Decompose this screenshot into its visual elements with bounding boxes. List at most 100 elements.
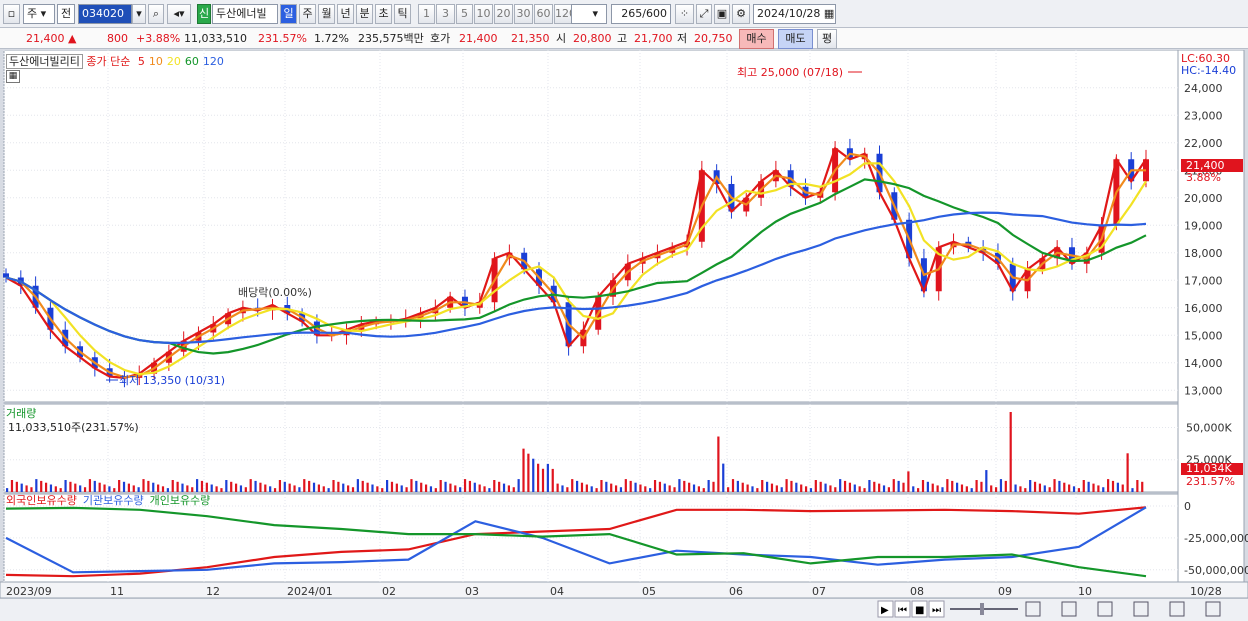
volume-bar: [137, 487, 140, 492]
period-button[interactable]: 월: [318, 4, 335, 24]
volume-bar: [264, 484, 267, 492]
code-input[interactable]: 034020: [78, 4, 132, 24]
volume-bar: [434, 488, 437, 492]
time-tick-label: 12: [206, 585, 220, 598]
interval-button[interactable]: 20: [494, 4, 513, 24]
zoom-in-icon[interactable]: [1169, 601, 1185, 617]
sell-button[interactable]: 매도: [778, 29, 813, 49]
last-icon[interactable]: [928, 600, 945, 618]
volume-bar: [819, 481, 822, 492]
count-input[interactable]: 265/600: [611, 4, 671, 24]
volume-bar: [40, 480, 43, 492]
volume-bar: [225, 480, 228, 492]
code-dropdown-icon[interactable]: ▾: [132, 4, 146, 24]
ma-line: [5, 211, 1147, 345]
interval-button[interactable]: 10: [474, 4, 493, 24]
volume-bar: [814, 480, 817, 492]
expand-icon[interactable]: ⤢: [696, 4, 712, 24]
buy-button[interactable]: 매수: [739, 29, 774, 49]
period-button[interactable]: 년: [337, 4, 354, 24]
volume-bar: [371, 484, 374, 492]
eval-button[interactable]: 평: [817, 29, 837, 49]
volume-bar: [361, 480, 364, 492]
zoom-out-icon[interactable]: [1133, 601, 1149, 617]
volume-bar: [985, 470, 988, 492]
stock-name-legend[interactable]: 두산에너빌리티: [6, 54, 83, 69]
price-tick-label: 24,000: [1184, 82, 1223, 95]
copy-icon[interactable]: [1025, 601, 1041, 617]
volume-bar: [1024, 488, 1027, 492]
price-pane[interactable]: [3, 50, 1179, 403]
holdings-line: [5, 506, 1147, 578]
moving-average-lines: [5, 146, 1147, 380]
volume-bar: [917, 488, 920, 492]
ma-legend-item: 60: [184, 55, 199, 68]
period-button[interactable]: 주: [299, 4, 316, 24]
save-icon[interactable]: ▣: [714, 4, 730, 24]
interval-button[interactable]: 3: [436, 4, 455, 24]
speaker-icon[interactable]: ◂▾: [167, 4, 191, 24]
interval-button[interactable]: 5: [456, 4, 473, 24]
prev-select[interactable]: 전: [57, 4, 75, 24]
volume-bar: [673, 487, 676, 492]
stop-icon[interactable]: [911, 600, 928, 618]
volume-bar: [381, 488, 384, 492]
volume-bar: [347, 485, 350, 492]
calendar-icon[interactable]: ▦: [823, 7, 835, 20]
interval-button[interactable]: 30: [514, 4, 533, 24]
volume-bar: [390, 481, 394, 492]
stop-icon-glyph: ■: [915, 605, 924, 616]
drawing-icon[interactable]: [1097, 601, 1113, 617]
layout-icon[interactable]: [1061, 601, 1077, 617]
holdings-tick-label: 0: [1184, 500, 1191, 513]
dot-chart-icon[interactable]: ⁘: [675, 4, 694, 24]
volume-bar: [892, 479, 895, 492]
period-button[interactable]: 일: [280, 4, 297, 24]
period-button[interactable]: 틱: [394, 4, 411, 24]
volume-bar: [337, 481, 340, 492]
play-icon[interactable]: [877, 600, 894, 618]
volume-bar: [624, 479, 627, 492]
volume-bar: [1043, 485, 1046, 492]
zoom-slider-handle[interactable]: [980, 603, 984, 615]
volume-bar: [20, 483, 23, 492]
period-button[interactable]: 초: [375, 4, 392, 24]
window-icon[interactable]: ▫: [3, 4, 20, 24]
volume-bars: [6, 412, 1144, 492]
volume-bar: [30, 487, 33, 492]
time-tick-label: 10: [1078, 585, 1092, 598]
volume-bar: [293, 485, 296, 492]
volume-bar: [897, 480, 900, 492]
search-icon[interactable]: ⌕: [148, 4, 164, 24]
volume-bar: [517, 479, 520, 492]
volume-bar: [118, 480, 121, 492]
date-input[interactable]: 2024/10/28 ▦: [753, 4, 836, 24]
grid-toggle-icon[interactable]: ▦: [6, 70, 20, 83]
gear-icon[interactable]: ⚙: [732, 4, 750, 24]
volume-bar: [308, 480, 311, 492]
volume-bar: [736, 480, 739, 492]
volume-bar: [488, 488, 491, 492]
volume-bar: [35, 479, 38, 492]
ma-line: [5, 152, 1146, 379]
market-select[interactable]: 주 ▾: [23, 4, 55, 24]
volume-pane[interactable]: [3, 403, 1179, 493]
period-button[interactable]: 분: [356, 4, 373, 24]
text-icon[interactable]: [1205, 601, 1221, 617]
volume-bar: [439, 480, 442, 492]
interval-button[interactable]: 1: [418, 4, 435, 24]
ma-legend-item: 10: [148, 55, 163, 68]
current-volume-box: [1181, 463, 1243, 475]
volume-bar: [931, 483, 934, 492]
interval-button[interactable]: 60: [534, 4, 553, 24]
volume-bar: [853, 484, 856, 492]
range-select[interactable]: ▾: [571, 4, 607, 24]
lc-value: LC:60.30: [1181, 52, 1231, 65]
stock-chart[interactable]: 24,00023,00022,00021,00020,00019,00018,0…: [0, 50, 1248, 621]
volume-bar: [576, 480, 579, 492]
volume-bar: [142, 479, 145, 492]
first-icon[interactable]: [894, 600, 911, 618]
price-tick-label: 19,000: [1184, 219, 1223, 232]
volume-bar: [459, 487, 462, 492]
volume-bar: [239, 485, 243, 492]
